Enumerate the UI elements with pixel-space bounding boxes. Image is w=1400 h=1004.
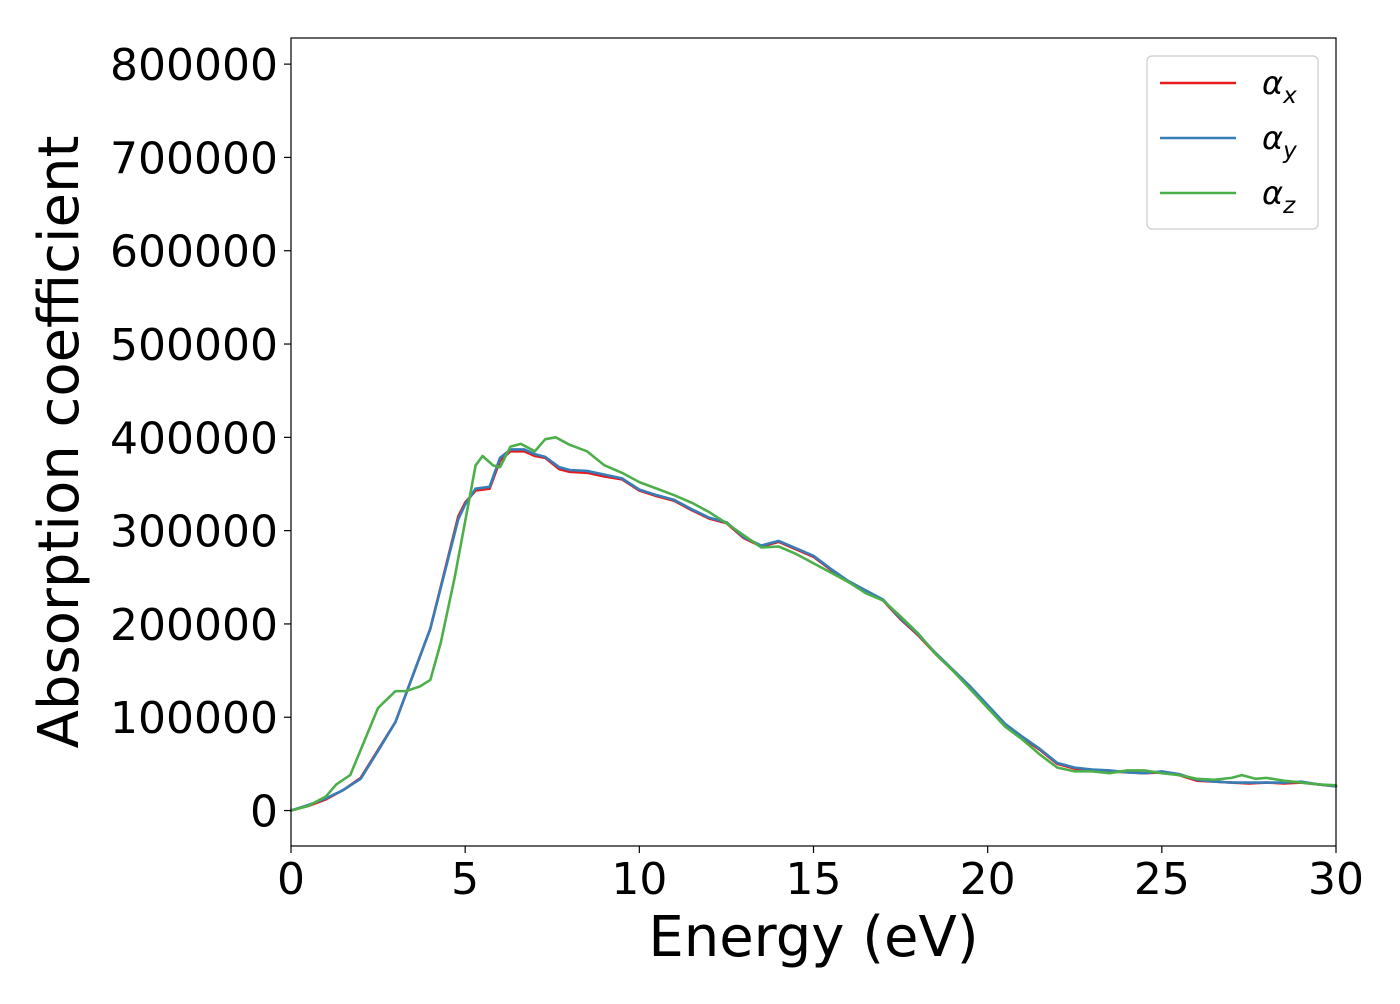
x-tick-label: 25 — [1134, 854, 1190, 905]
legend-box — [1146, 55, 1319, 230]
series-line-alpha-z — [289, 436, 1338, 812]
series-line-alpha-y — [289, 448, 1338, 812]
y-axis-ticks: 0 100000 200000 300000 400000 500000 600000 700… — [110, 40, 291, 838]
x-axis-label: Energy (eV) — [648, 905, 978, 970]
x-tick-label: 20 — [960, 854, 1016, 905]
series-line-alpha-x — [289, 450, 1338, 812]
x-axis-ticks: 0 5 10 15 20 25 30 — [277, 846, 1364, 905]
x-tick-label: 30 — [1308, 854, 1364, 905]
series-layer — [289, 436, 1338, 812]
legend: αx αy αz — [1146, 55, 1319, 230]
legend-label-alpha-y: αy — [1262, 119, 1297, 164]
y-tick-label: 300000 — [110, 507, 278, 558]
legend-label-alpha-x: αx — [1262, 64, 1297, 109]
y-tick-label: 700000 — [110, 133, 278, 184]
y-tick-label: 800000 — [110, 40, 278, 91]
legend-label-alpha-z: αz — [1262, 174, 1296, 219]
legend-entries: αx αy αz — [1160, 64, 1297, 219]
y-tick-label: 200000 — [110, 600, 278, 651]
y-tick-label: 600000 — [110, 227, 278, 278]
y-tick-label: 400000 — [110, 413, 278, 464]
y-tick-label: 0 — [250, 787, 278, 838]
y-tick-label: 100000 — [110, 693, 278, 744]
x-tick-label: 10 — [611, 854, 667, 905]
y-tick-label: 500000 — [110, 320, 278, 371]
x-tick-label: 5 — [451, 854, 479, 905]
x-tick-label: 0 — [277, 854, 305, 905]
x-tick-label: 15 — [786, 854, 842, 905]
y-axis-label: Absorption coefficient — [27, 136, 92, 749]
